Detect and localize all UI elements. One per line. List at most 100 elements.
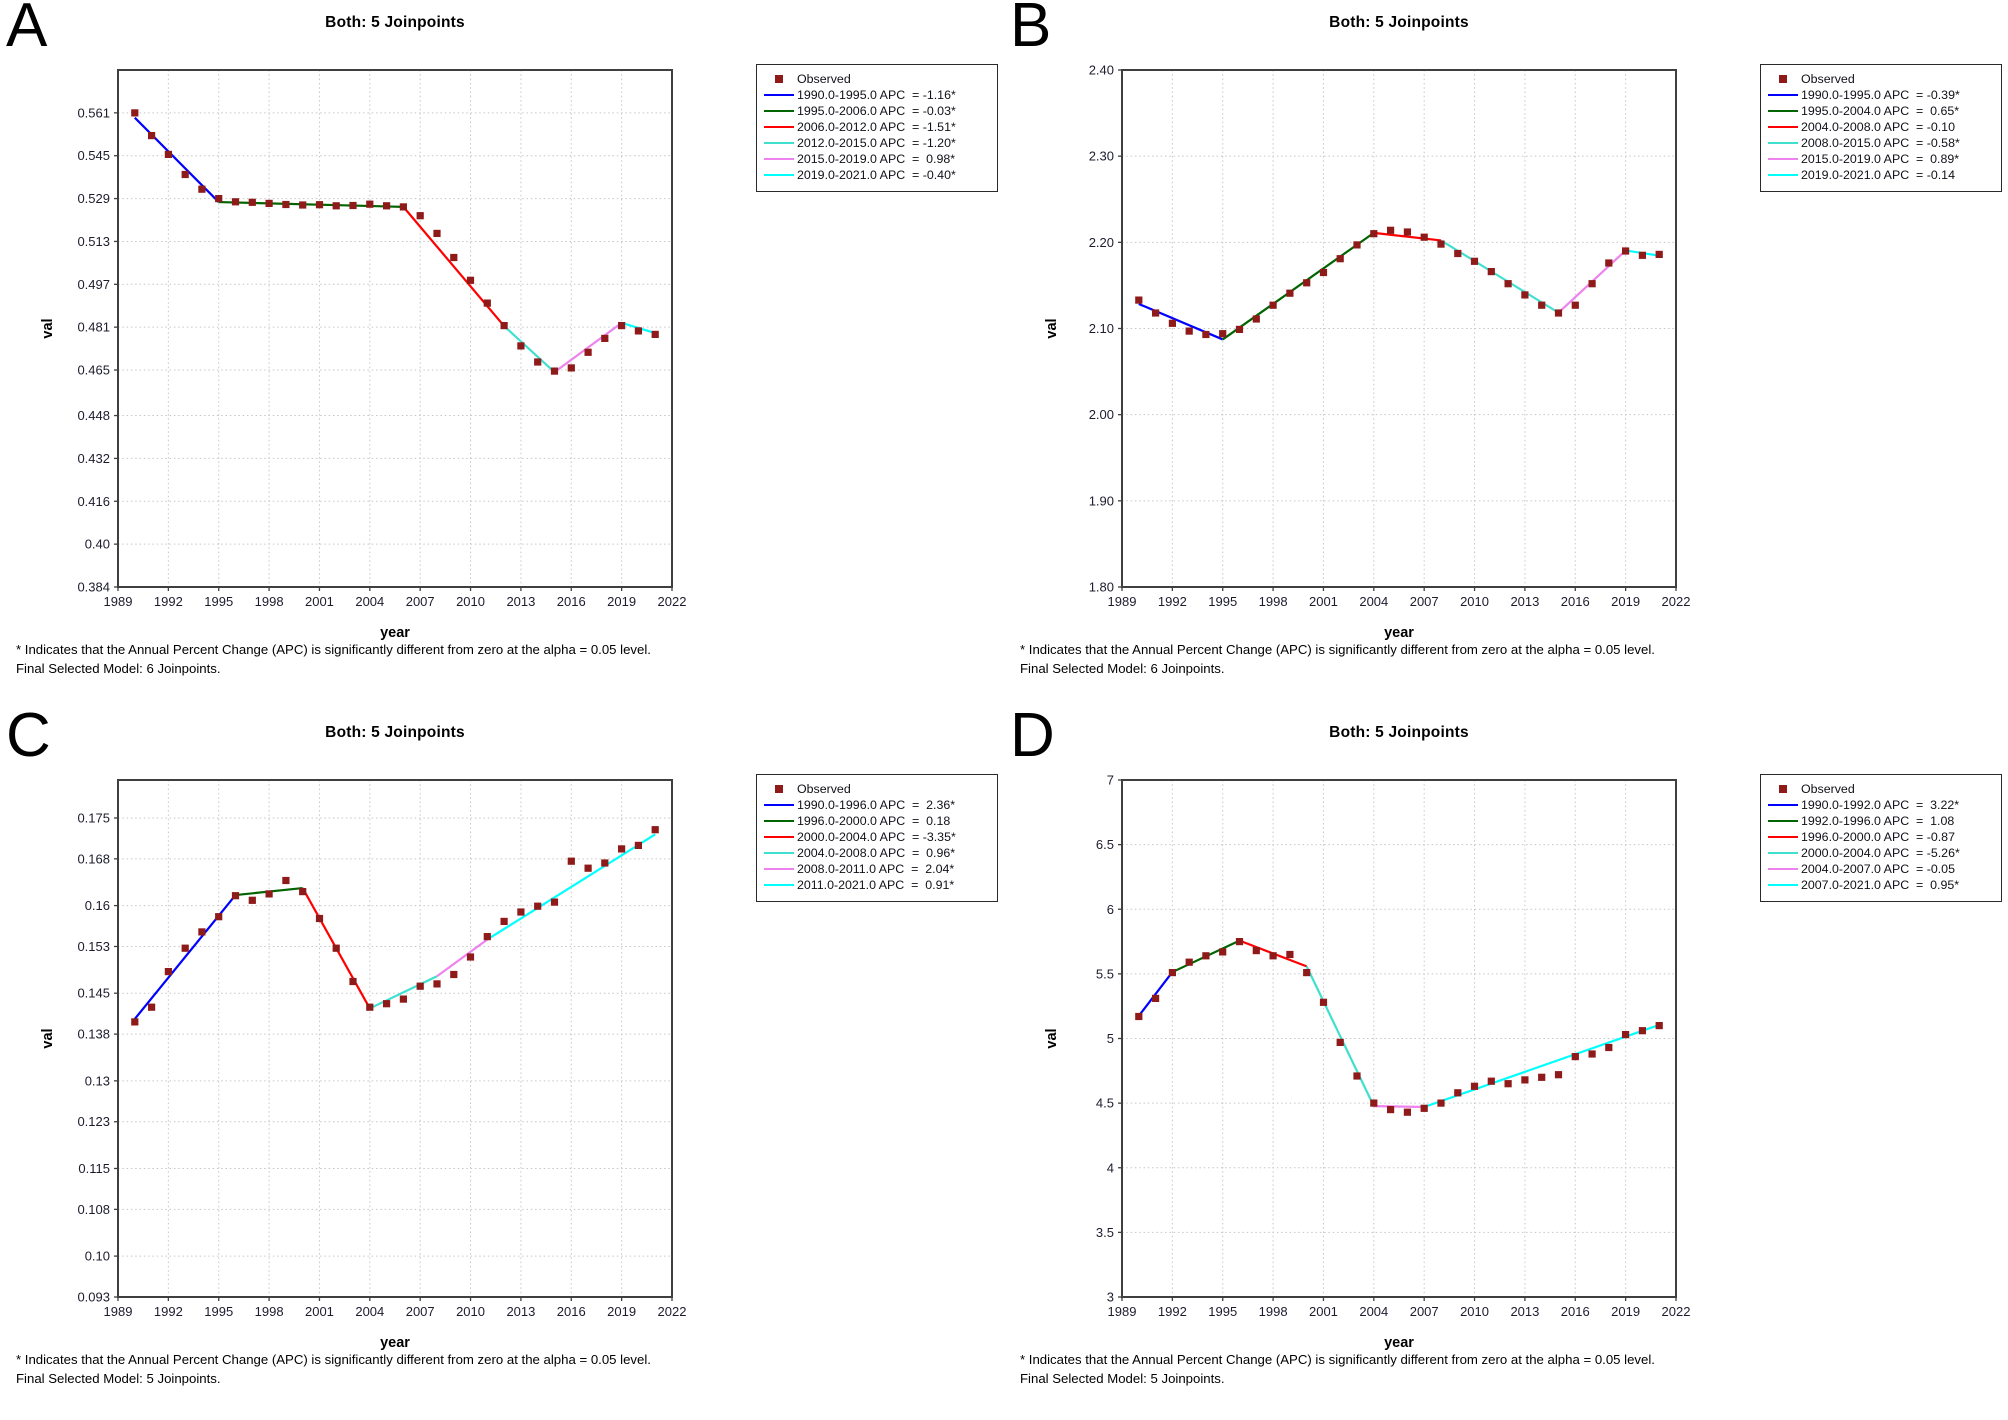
observed-point bbox=[584, 864, 592, 872]
legend-label: Observed bbox=[1801, 72, 1855, 86]
observed-point bbox=[399, 995, 407, 1003]
observed-point bbox=[1638, 1027, 1646, 1035]
observed-point bbox=[1605, 1043, 1613, 1052]
observed-point bbox=[567, 857, 575, 865]
y-tick-label: 0.448 bbox=[77, 408, 110, 423]
observed-point bbox=[634, 841, 642, 849]
observed-point bbox=[248, 896, 256, 904]
legend-item: 2000.0-2004.0 APC = -3.35* bbox=[761, 829, 993, 845]
observed-point bbox=[567, 364, 575, 372]
x-tick-label: 2019 bbox=[607, 1304, 636, 1319]
legend-label: Observed bbox=[797, 72, 851, 86]
observed-point bbox=[1571, 301, 1579, 309]
observed-point bbox=[1319, 268, 1328, 277]
y-tick-label: 5.5 bbox=[1096, 966, 1114, 981]
significance-note: * Indicates that the Annual Percent Chan… bbox=[16, 1352, 651, 1367]
apc-segment bbox=[402, 206, 505, 327]
observed-point bbox=[433, 229, 441, 237]
observed-point bbox=[131, 109, 139, 117]
observed-point bbox=[618, 845, 626, 853]
observed-point bbox=[1252, 947, 1260, 955]
y-tick-label: 0.115 bbox=[78, 1161, 110, 1176]
legend-label: 2015.0-2019.0 APC = 0.89* bbox=[1801, 152, 1960, 166]
x-tick-label: 1995 bbox=[204, 1304, 233, 1319]
observed-point bbox=[1504, 1080, 1512, 1088]
observed-point bbox=[383, 202, 391, 210]
x-tick-label: 2016 bbox=[1561, 594, 1590, 609]
legend-label: 1996.0-2000.0 APC = -0.87 bbox=[1801, 830, 1955, 844]
legend-label: 1995.0-2006.0 APC = -0.03* bbox=[797, 104, 956, 118]
x-tick-label: 2007 bbox=[406, 594, 435, 609]
y-tick-label: 2.30 bbox=[1089, 149, 1114, 164]
x-axis-label: year bbox=[1384, 625, 1414, 641]
observed-point bbox=[198, 185, 206, 193]
observed-point bbox=[1588, 280, 1596, 288]
observed-point bbox=[215, 913, 223, 921]
observed-point bbox=[483, 299, 491, 307]
observed-point bbox=[483, 933, 491, 941]
observed-marker-icon bbox=[761, 75, 797, 83]
observed-point bbox=[1353, 1072, 1361, 1080]
observed-marker-icon bbox=[1765, 785, 1801, 793]
observed-point bbox=[1219, 948, 1227, 956]
y-tick-label: 0.153 bbox=[77, 939, 110, 954]
chart-plot: 1989 1992 1995 1998 2001 2004 2007 2010 2013 2016… bbox=[40, 69, 686, 641]
x-tick-label: 2010 bbox=[456, 1304, 485, 1319]
observed-point bbox=[198, 928, 206, 936]
observed-point bbox=[1437, 1099, 1445, 1107]
grid bbox=[118, 780, 672, 1297]
y-tick-label: 0.561 bbox=[77, 105, 110, 120]
observed-point bbox=[1168, 969, 1176, 977]
observed-point bbox=[500, 322, 508, 330]
observed-point bbox=[1336, 1038, 1344, 1046]
observed-point bbox=[1269, 952, 1277, 960]
x-axis-label: year bbox=[1384, 1335, 1414, 1351]
x-tick-label: 2004 bbox=[355, 1304, 384, 1319]
x-tick-label: 2016 bbox=[557, 1304, 586, 1319]
observed-point bbox=[550, 367, 559, 375]
y-tick-label: 2.20 bbox=[1089, 235, 1114, 250]
apc-segment bbox=[1137, 971, 1174, 1017]
legend-item: 2012.0-2015.0 APC = -1.20* bbox=[761, 135, 993, 151]
observed-point bbox=[1387, 1106, 1395, 1114]
legend-item-observed: Observed bbox=[1765, 71, 1997, 87]
legend-label: 1990.0-1996.0 APC = 2.36* bbox=[797, 798, 956, 812]
legend-item: 1990.0-1995.0 APC = -0.39* bbox=[1765, 87, 1997, 103]
legend-label: 2019.0-2021.0 APC = -0.14 bbox=[1801, 168, 1955, 182]
observed-point bbox=[1403, 228, 1411, 236]
panel-letter: D bbox=[1010, 701, 1055, 770]
legend-label: 2000.0-2004.0 APC = -3.35* bbox=[797, 830, 956, 844]
plot-border bbox=[1121, 69, 1677, 588]
x-tick-label: 1992 bbox=[1158, 1304, 1187, 1319]
y-tick-label: 2.00 bbox=[1089, 407, 1114, 422]
legend-label: 1992.0-1996.0 APC = 1.08 bbox=[1801, 814, 1955, 828]
chart-legend: Observed 1990.0-1995.0 APC = -1.16* 1995.0… bbox=[756, 64, 998, 192]
x-tick-label: 2010 bbox=[1460, 1304, 1489, 1319]
panel-letter: A bbox=[6, 0, 48, 60]
y-tick-label: 4 bbox=[1107, 1160, 1114, 1175]
observed-point bbox=[332, 944, 340, 952]
legend-item: 1990.0-1995.0 APC = -1.16* bbox=[761, 87, 993, 103]
apc-segment bbox=[134, 116, 220, 203]
legend-item: 1990.0-1996.0 APC = 2.36* bbox=[761, 797, 993, 813]
observed-point bbox=[1655, 250, 1663, 258]
y-tick-label: 0.145 bbox=[77, 986, 110, 1001]
legend-line-icon bbox=[761, 157, 797, 161]
observed-point bbox=[1454, 1089, 1462, 1097]
chart-legend: Observed 1990.0-1995.0 APC = -0.39* 1995.0… bbox=[1760, 64, 2002, 192]
y-tick-label: 0.10 bbox=[85, 1249, 110, 1264]
y-tick-label: 0.481 bbox=[77, 320, 110, 335]
y-tick-label: 0.513 bbox=[77, 234, 110, 249]
y-tick-label: 0.123 bbox=[77, 1114, 110, 1129]
x-tick-label: 2010 bbox=[456, 594, 485, 609]
y-tick-label: 1.80 bbox=[1089, 580, 1114, 595]
y-tick-label: 0.108 bbox=[77, 1202, 110, 1217]
observed-point bbox=[1638, 251, 1646, 259]
x-tick-label: 1998 bbox=[255, 1304, 284, 1319]
observed-point bbox=[433, 980, 441, 988]
legend-item: 2000.0-2004.0 APC = -5.26* bbox=[1765, 845, 1997, 861]
observed-point bbox=[651, 826, 659, 834]
x-tick-label: 1989 bbox=[1108, 594, 1137, 609]
observed-point bbox=[399, 203, 407, 211]
x-tick-label: 2001 bbox=[1309, 1304, 1338, 1319]
